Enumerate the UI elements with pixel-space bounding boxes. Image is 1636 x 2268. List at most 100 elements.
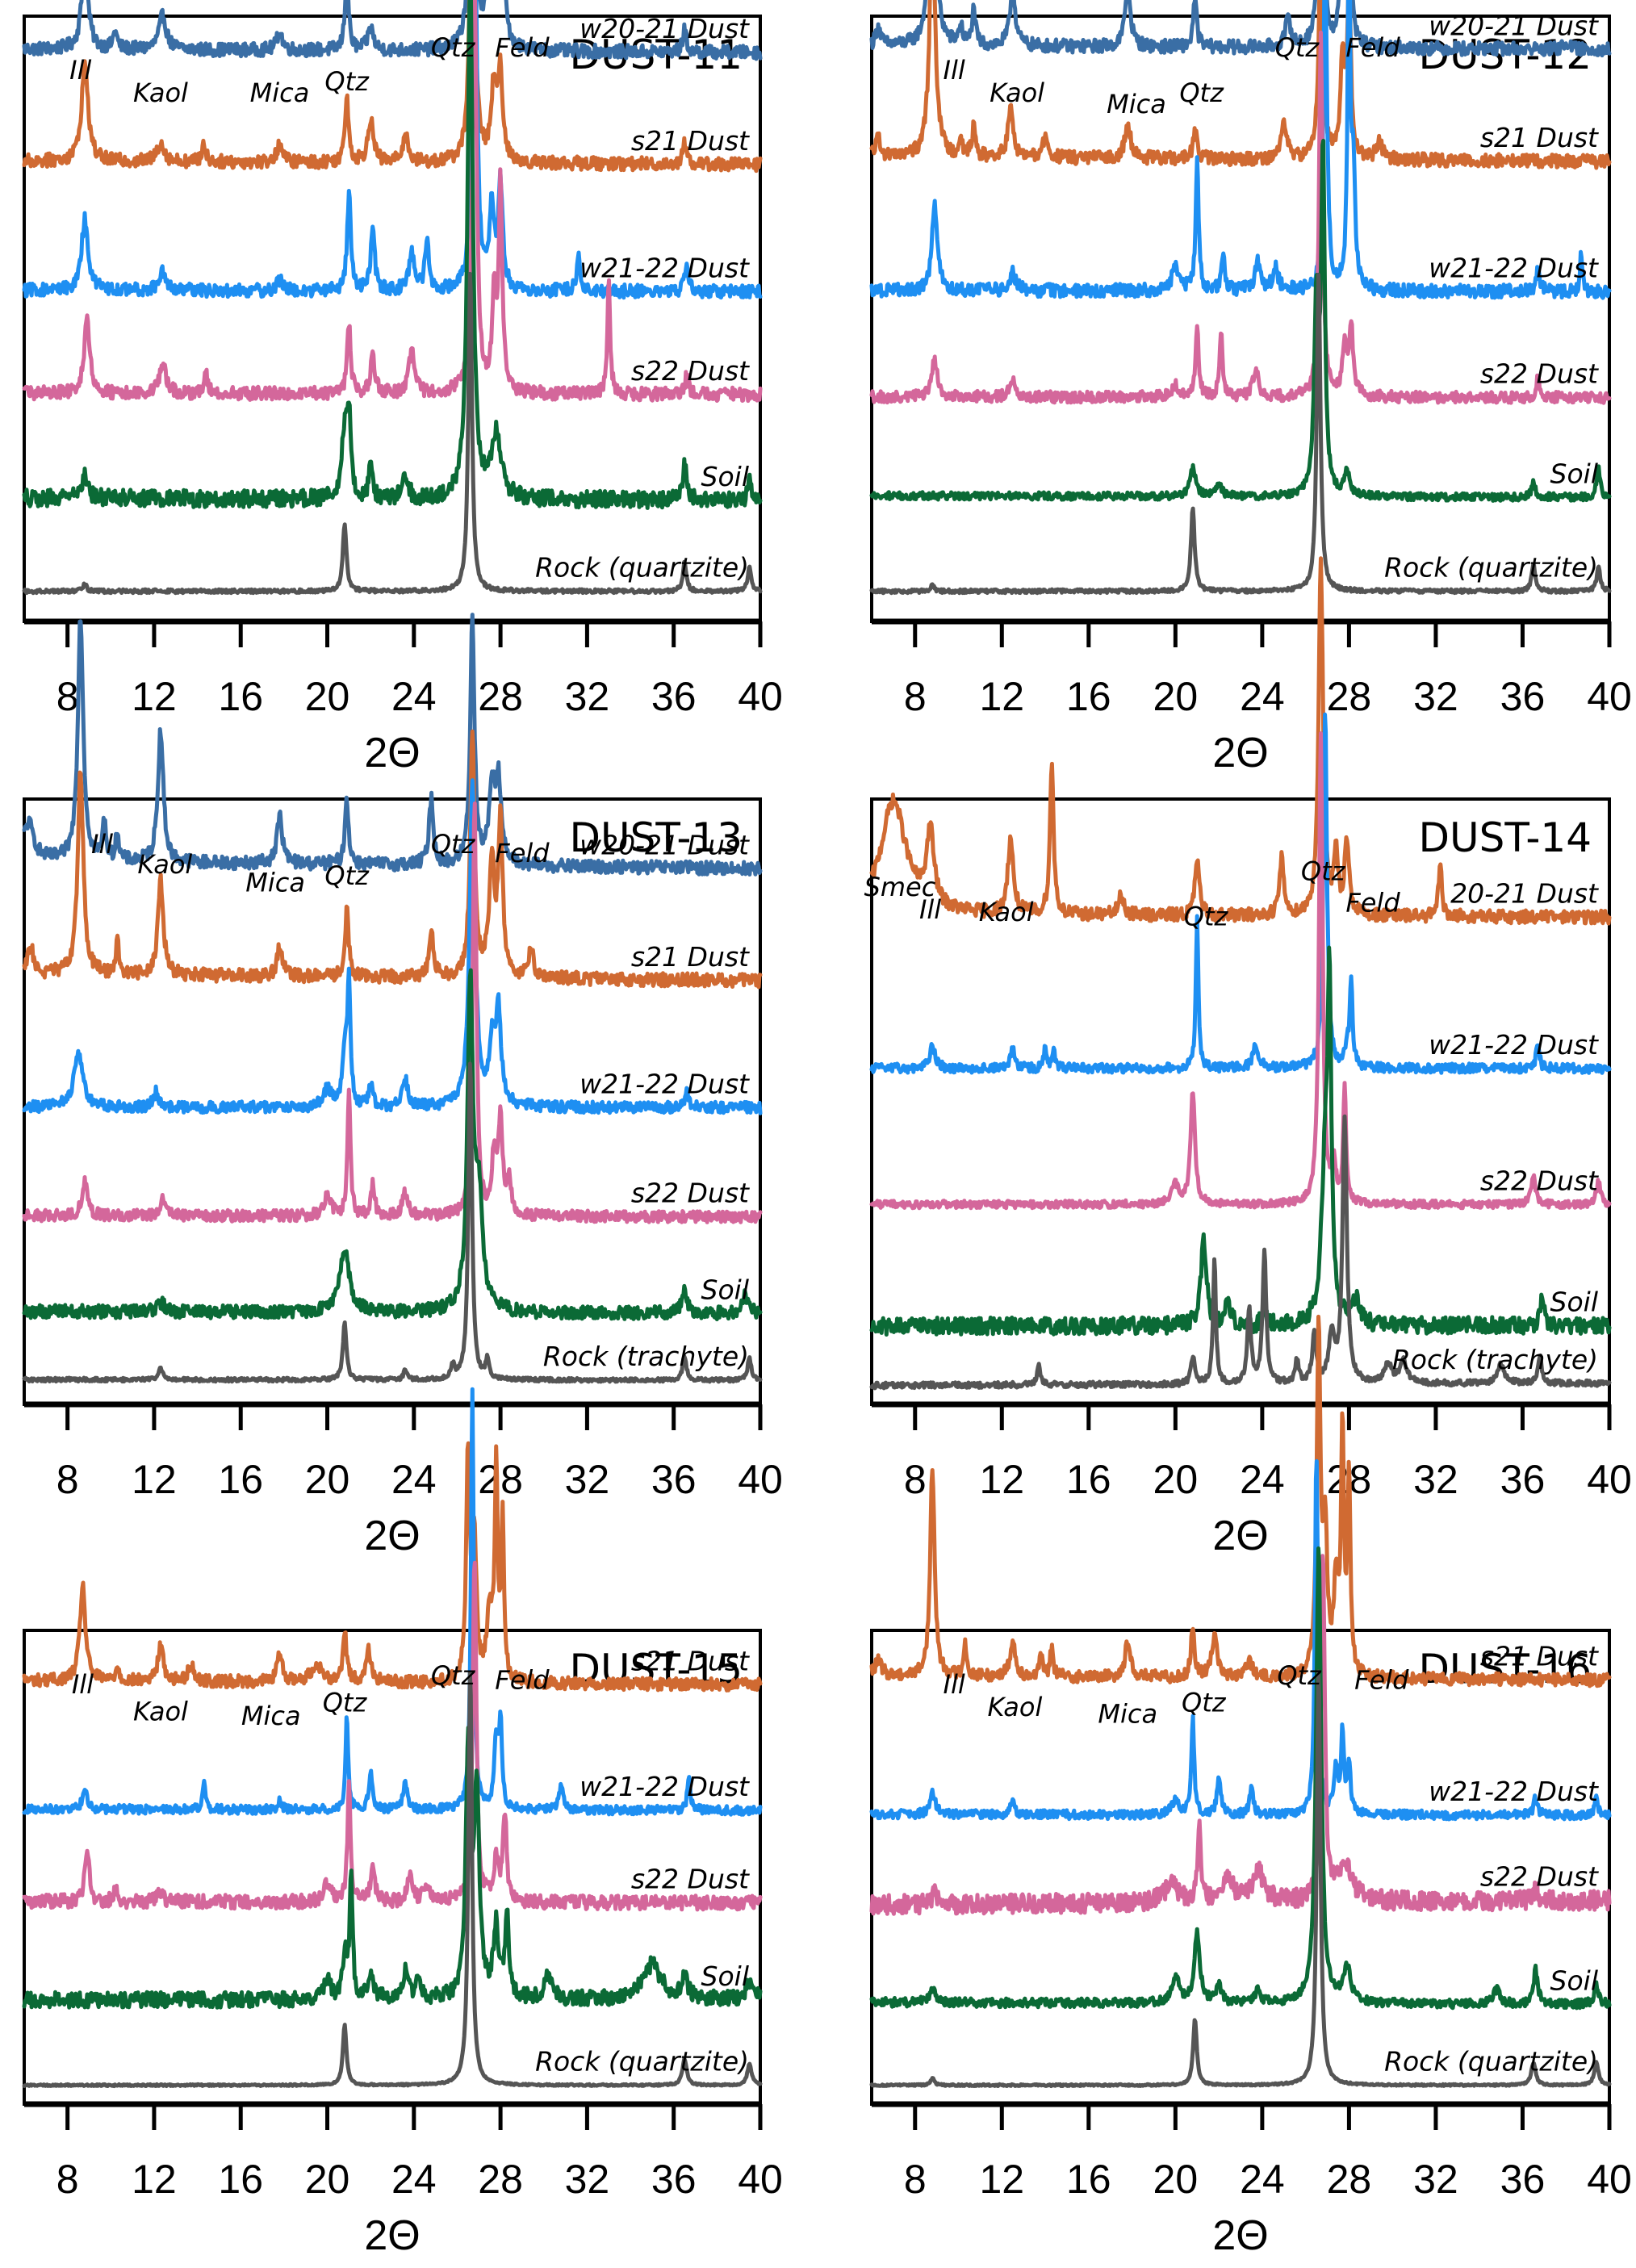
x-tick-label: 12 (979, 2157, 1024, 2202)
x-tick-label: 24 (391, 2157, 437, 2202)
x-tick-label: 8 (56, 2157, 79, 2202)
x-tick-label: 12 (132, 2157, 177, 2202)
x-tick-label: 16 (1066, 674, 1111, 719)
mineral-label: Feld (1345, 32, 1400, 63)
mineral-label: Kaol (137, 849, 192, 880)
series-label: Soil (1550, 1287, 1598, 1318)
x-tick-label: 36 (651, 2157, 697, 2202)
mineral-label: Qtz (324, 860, 370, 891)
trace-soil (869, 1546, 1612, 2011)
trace-rock-trachyte (22, 1061, 763, 1384)
trace-w21-22-dust (22, 1387, 763, 1817)
x-tick-label: 28 (478, 2157, 523, 2202)
trace-s22-dust (869, 1554, 1612, 1916)
x-tick-label: 32 (565, 674, 610, 719)
mineral-label: Kaol (133, 1697, 188, 1727)
series-label: w21-22 Dust (1429, 252, 1599, 283)
x-tick-label: 40 (738, 2157, 783, 2202)
x-tick-label: 20 (1153, 2157, 1199, 2202)
trace-rock-quartzite (869, 272, 1612, 596)
x-tick-label: 8 (904, 1457, 927, 1502)
trace-rock-quartzite (22, 1670, 763, 2089)
x-tick-label: 32 (1413, 1457, 1458, 1502)
x-tick-label: 32 (1413, 674, 1458, 719)
trace-w21-22-dust (869, 0, 1612, 300)
x-tick-label: 12 (979, 674, 1024, 719)
panel-dust-14: 8 12 16 20 24 28 32 36 40 2Θ DUST-14 20-21 Dust w21-… (864, 556, 1632, 1559)
mineral-label: Ill (919, 894, 941, 925)
x-tick-label: 20 (305, 1457, 350, 1502)
trace-w21-22-dust (22, 0, 763, 300)
series-label: Soil (701, 1960, 749, 1992)
x-tick-label: 40 (738, 674, 783, 719)
x-tick-label: 24 (1240, 1457, 1285, 1502)
x-tick-label: 36 (1500, 1457, 1546, 1502)
x-tick-label: 24 (391, 674, 437, 719)
x-tick-label: 40 (1587, 674, 1632, 719)
x-tick-label: 36 (651, 1457, 697, 1502)
mineral-label: Kaol (133, 77, 188, 108)
series-label: s22 Dust (1480, 358, 1599, 390)
series-label: s21 Dust (631, 125, 750, 157)
x-tick-label: 12 (979, 1457, 1024, 1502)
trace-w20-21-dust (22, 0, 763, 61)
trace-soil (22, 968, 763, 1321)
mineral-label: Feld (1354, 1664, 1409, 1695)
x-tick-label: 28 (478, 674, 523, 719)
mineral-label: Qtz (1179, 77, 1224, 108)
trace-soil (869, 138, 1612, 503)
mineral-label: Qtz (1182, 1687, 1227, 1718)
series-label: w21-22 Dust (580, 1069, 750, 1100)
x-axis-title: 2Θ (364, 730, 420, 776)
mineral-label: Ill (944, 55, 965, 86)
x-tick-label: 32 (565, 2157, 610, 2202)
series-label: w20-21 Dust (580, 829, 750, 860)
trace-s22-dust (869, 731, 1612, 1211)
x-tick-label: 20 (305, 674, 350, 719)
mineral-label: Qtz (323, 1687, 368, 1718)
plot-frame (870, 15, 1611, 623)
mineral-label: Qtz (431, 1660, 476, 1691)
trace-s22-dust (22, 1560, 763, 1912)
series-label: Rock (quartzite) (1384, 2046, 1598, 2078)
mineral-label: Mica (241, 1701, 301, 1731)
x-axis-title: 2Θ (1212, 2212, 1268, 2259)
series-label: s21 Dust (631, 1646, 750, 1677)
x-tick-label: 28 (478, 1457, 523, 1502)
series-label: Soil (701, 461, 749, 492)
series-label: s21 Dust (631, 941, 750, 973)
trace-soil (22, 0, 763, 510)
x-tick-label: 16 (218, 2157, 263, 2202)
x-tick-label: 36 (1500, 674, 1546, 719)
trace-w20-21-dust (22, 613, 763, 877)
trace-rock-quartzite (869, 1669, 1612, 2088)
mineral-label: Qtz (1301, 856, 1346, 886)
x-axis-title: 2Θ (364, 2212, 420, 2259)
series-label: Rock (quartzite) (535, 552, 749, 584)
x-tick-label: 16 (218, 674, 263, 719)
mineral-label: Qtz (431, 32, 476, 63)
series-label: Rock (quartzite) (535, 2046, 749, 2078)
series-label: w21-22 Dust (1429, 1029, 1599, 1061)
x-tick-label: 12 (132, 674, 177, 719)
trace-rock-trachyte (869, 1114, 1612, 1391)
mineral-label: Feld (495, 1664, 550, 1695)
x-tick-label: 20 (1153, 1457, 1199, 1502)
trace-s21-dust (22, 729, 763, 990)
x-axis-title: 2Θ (1212, 1513, 1268, 1559)
series-label: s21 Dust (1480, 122, 1599, 153)
trace-s22-dust (869, 30, 1612, 405)
series-label: s22 Dust (631, 1864, 750, 1895)
x-tick-label: 8 (904, 674, 927, 719)
mineral-label: Kaol (990, 77, 1044, 108)
panel-title: DUST-14 (1419, 814, 1592, 861)
trace-s21-dust (22, 0, 763, 174)
mineral-label: Feld (495, 32, 550, 63)
x-axis-title: 2Θ (364, 1513, 420, 1559)
mineral-label: Feld (1345, 888, 1400, 918)
